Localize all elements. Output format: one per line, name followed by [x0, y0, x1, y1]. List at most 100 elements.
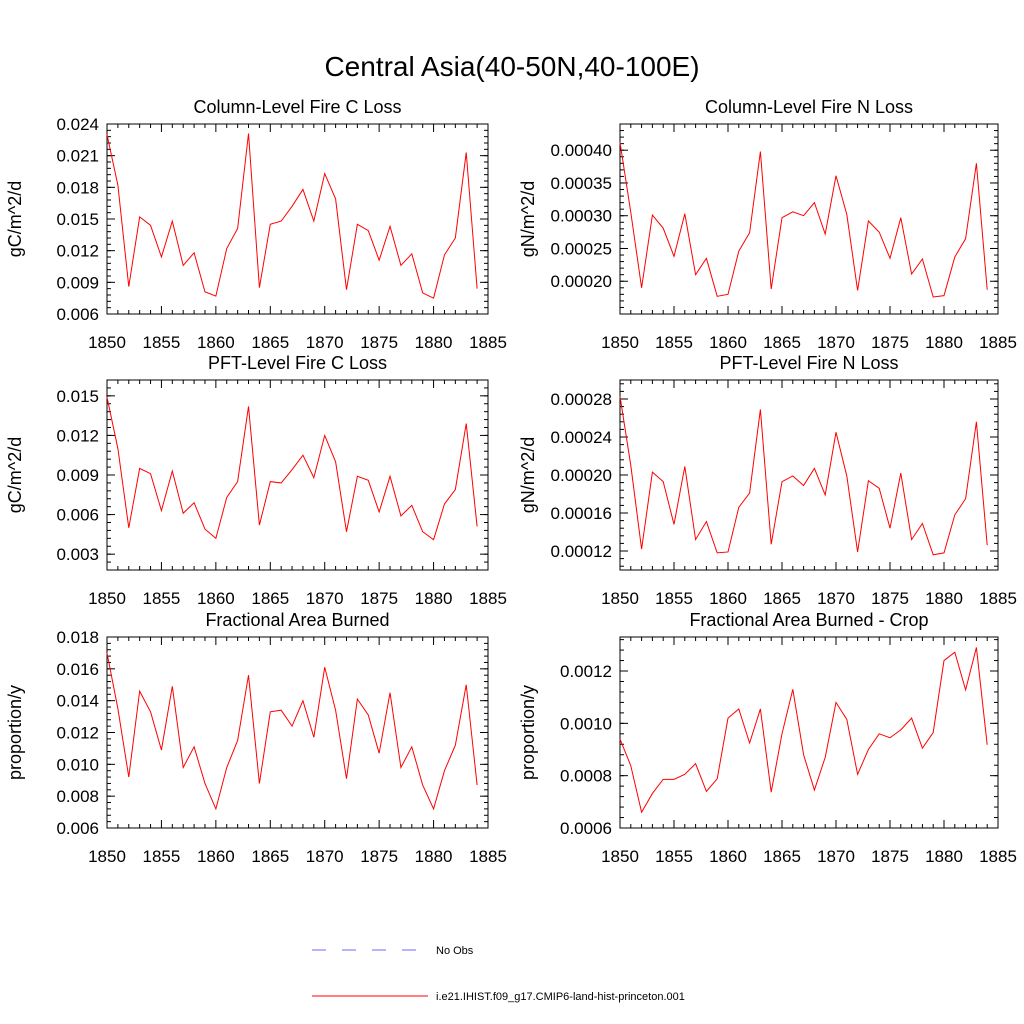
y-tick-label: 0.00040	[551, 141, 612, 160]
x-tick-label: 1865	[763, 589, 801, 608]
x-tick-label: 1855	[655, 847, 693, 866]
series-line-1	[106, 397, 478, 541]
x-tick-label: 1870	[306, 333, 344, 352]
x-tick-label: 1875	[871, 589, 909, 608]
legend-model-label: i.e21.IHIST.f09_g17.CMIP6-land-hist-prin…	[436, 991, 685, 1003]
x-tick-label: 1850	[601, 589, 639, 608]
y-axis-label: gN/m^2/d	[518, 437, 538, 513]
x-tick-label: 1850	[88, 847, 126, 866]
x-tick-label: 1865	[251, 333, 289, 352]
x-tick-label: 1875	[360, 589, 398, 608]
panels: Column-Level Fire C Loss gC/m^2/d 1850 1855…	[5, 97, 1017, 866]
x-tick-label: 1880	[415, 589, 453, 608]
series-line-1	[106, 652, 478, 811]
y-tick-label: 0.012	[56, 242, 99, 261]
y-tick-label: 0.012	[56, 426, 99, 445]
x-tick-label: 1865	[763, 333, 801, 352]
x-tick-label: 1870	[306, 847, 344, 866]
y-tick-label: 0.0008	[560, 767, 612, 786]
x-tick-label: 1860	[709, 847, 747, 866]
series-line-1	[619, 647, 988, 814]
y-tick-label: 0.006	[56, 305, 99, 324]
x-tick-label: 1885	[979, 333, 1017, 352]
series-line-1	[619, 396, 988, 556]
chart-panel-5: Fractional Area Burned proportion/y 1850 18…	[5, 610, 507, 866]
x-tick-label: 1855	[655, 333, 693, 352]
y-tick-label: 0.018	[56, 178, 99, 197]
x-tick-label: 1865	[251, 589, 289, 608]
panel-title: Fractional Area Burned	[205, 610, 389, 630]
y-tick-label: 0.00012	[551, 542, 612, 561]
legend: No Obs i.e21.IHIST.f09_g17.CMIP6-land-hi…	[312, 945, 685, 1003]
y-tick-label: 0.009	[56, 466, 99, 485]
y-tick-label: 0.0010	[560, 714, 612, 733]
x-tick-label: 1875	[871, 847, 909, 866]
y-tick-label: 0.00035	[551, 174, 612, 193]
x-tick-label: 1870	[306, 589, 344, 608]
x-tick-label: 1885	[979, 847, 1017, 866]
y-axis-label: proportion/y	[5, 685, 25, 780]
x-tick-label: 1860	[709, 333, 747, 352]
chart-panel-2: Column-Level Fire N Loss gN/m^2/d 1850 1855…	[518, 97, 1017, 352]
x-tick-label: 1880	[415, 847, 453, 866]
y-tick-label: 0.016	[56, 660, 99, 679]
y-tick-label: 0.0012	[560, 662, 612, 681]
panel-title: Column-Level Fire C Loss	[193, 97, 401, 117]
y-axis-label: proportion/y	[518, 685, 538, 780]
y-tick-label: 0.00024	[551, 428, 612, 447]
y-tick-label: 0.021	[56, 147, 99, 166]
y-tick-label: 0.015	[56, 387, 99, 406]
x-tick-label: 1850	[601, 847, 639, 866]
chart-panel-6: Fractional Area Burned - Crop proportion/…	[518, 610, 1017, 866]
y-tick-label: 0.018	[56, 628, 99, 647]
x-tick-label: 1885	[469, 589, 507, 608]
x-tick-label: 1875	[871, 333, 909, 352]
chart-panel-3: PFT-Level Fire C Loss gC/m^2/d 1850 1855 186…	[5, 353, 507, 608]
y-tick-label: 0.006	[56, 819, 99, 838]
chart-panel-4: PFT-Level Fire N Loss gN/m^2/d 1850 1855 186…	[518, 353, 1017, 608]
y-tick-label: 0.0006	[560, 819, 612, 838]
x-tick-label: 1865	[763, 847, 801, 866]
x-tick-label: 1870	[817, 333, 855, 352]
x-tick-label: 1855	[143, 847, 181, 866]
y-axis-label: gC/m^2/d	[5, 181, 25, 257]
x-tick-label: 1880	[925, 589, 963, 608]
x-tick-label: 1885	[469, 333, 507, 352]
x-tick-label: 1875	[360, 847, 398, 866]
x-tick-label: 1885	[469, 847, 507, 866]
x-tick-label: 1855	[655, 589, 693, 608]
x-tick-label: 1870	[817, 847, 855, 866]
x-tick-label: 1860	[709, 589, 747, 608]
x-tick-label: 1865	[251, 847, 289, 866]
y-tick-label: 0.009	[56, 273, 99, 292]
plot-frame	[619, 123, 999, 315]
x-tick-label: 1850	[601, 333, 639, 352]
series-line-1	[106, 133, 478, 299]
x-tick-label: 1885	[979, 589, 1017, 608]
y-tick-label: 0.014	[56, 692, 99, 711]
legend-obs-label: No Obs	[436, 945, 474, 957]
y-tick-label: 0.00020	[551, 466, 612, 485]
x-tick-label: 1855	[143, 589, 181, 608]
y-tick-label: 0.015	[56, 210, 99, 229]
plot-frame	[619, 636, 999, 829]
y-axis-label: gC/m^2/d	[5, 437, 25, 513]
y-tick-label: 0.006	[56, 506, 99, 525]
y-tick-label: 0.012	[56, 724, 99, 743]
y-tick-label: 0.010	[56, 755, 99, 774]
figure-title: Central Asia(40-50N,40-100E)	[324, 51, 699, 82]
x-tick-label: 1870	[817, 589, 855, 608]
x-tick-label: 1860	[197, 847, 235, 866]
y-tick-label: 0.00030	[551, 207, 612, 226]
x-tick-label: 1875	[360, 333, 398, 352]
panel-title: PFT-Level Fire N Loss	[719, 353, 898, 373]
y-tick-label: 0.003	[56, 545, 99, 564]
x-tick-label: 1880	[415, 333, 453, 352]
y-tick-label: 0.024	[56, 115, 99, 134]
panel-title: Column-Level Fire N Loss	[705, 97, 913, 117]
chart-panel-1: Column-Level Fire C Loss gC/m^2/d 1850 1855…	[5, 97, 507, 352]
x-tick-label: 1880	[925, 847, 963, 866]
x-tick-label: 1880	[925, 333, 963, 352]
